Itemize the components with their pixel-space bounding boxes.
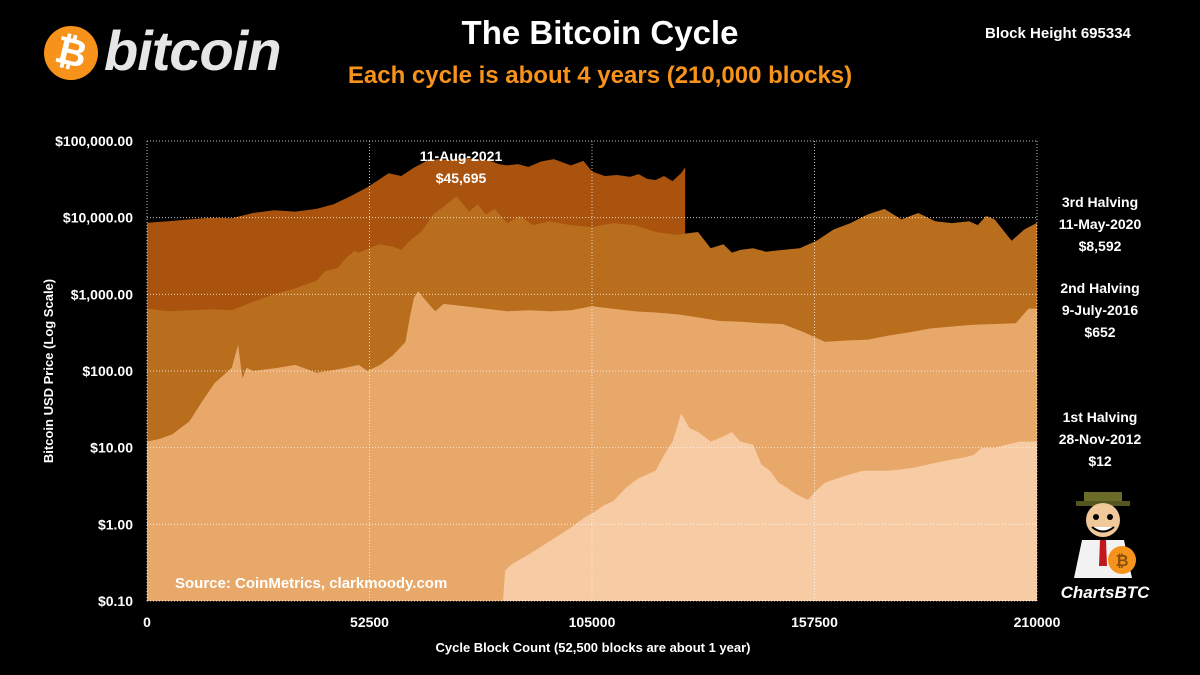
grid-layer bbox=[146, 140, 1038, 602]
bitcoin-logo: ₿ bitcoin bbox=[38, 19, 304, 86]
chart-title: The Bitcoin Cycle bbox=[461, 14, 739, 51]
halving-2-title: 2nd Halving bbox=[1060, 280, 1140, 296]
halving-3-annotation: 3rd Halving 11-May-2020 $8,592 bbox=[1040, 191, 1160, 257]
x-axis-label: Cycle Block Count (52,500 blocks are abo… bbox=[435, 640, 750, 655]
halving-2-price: $652 bbox=[1084, 324, 1116, 340]
svg-text:₿: ₿ bbox=[1115, 552, 1128, 570]
series-area-1 bbox=[147, 413, 1037, 601]
y-tick-label-3: $100.00 bbox=[82, 363, 133, 379]
y-tick-label-1: $1.00 bbox=[98, 516, 133, 532]
y-tick-label-4: $1,000.00 bbox=[71, 286, 133, 302]
x-tick-label-0: 0 bbox=[143, 614, 151, 630]
y-axis-label: Bitcoin USD Price (Log Scale) bbox=[41, 279, 56, 463]
ath-annotation: 11-Aug-2021 $45,695 bbox=[398, 145, 524, 189]
halving-2-date: 9-July-2016 bbox=[1061, 302, 1139, 318]
y-tick-label-5: $10,000.00 bbox=[63, 210, 133, 226]
block-height-readout: Block Height 695334 bbox=[985, 25, 1131, 42]
source-note: Source: CoinMetrics, clarkmoody.com bbox=[175, 575, 448, 592]
bitcoin-wordmark: bitcoin bbox=[104, 19, 282, 82]
y-tick-label-0: $0.10 bbox=[98, 593, 133, 609]
x-tick-label-2: 105000 bbox=[569, 614, 616, 630]
x-tick-label-4: 210000 bbox=[1014, 614, 1061, 630]
ath-date: 11-Aug-2021 bbox=[419, 148, 503, 164]
halving-1-annotation: 1st Halving 28-Nov-2012 $12 bbox=[1040, 406, 1160, 472]
y-tick-label-2: $10.00 bbox=[90, 440, 133, 456]
x-tick-label-3: 157500 bbox=[791, 614, 838, 630]
mascot-icon: ₿ bbox=[1074, 492, 1136, 578]
ath-price: $45,695 bbox=[435, 170, 487, 186]
halving-3-title: 3rd Halving bbox=[1061, 194, 1139, 210]
halving-1-price: $12 bbox=[1088, 453, 1112, 469]
axis-layer: $0.10 $1.00 $10.00 $100.00 $1,000.00 $10,000.… bbox=[41, 133, 1061, 655]
y-tick-label-6: $100,000.00 bbox=[55, 133, 133, 149]
halving-1-title: 1st Halving bbox=[1062, 409, 1138, 425]
halving-1-date: 28-Nov-2012 bbox=[1058, 431, 1142, 447]
halving-2-annotation: 2nd Halving 9-July-2016 $652 bbox=[1040, 277, 1160, 343]
halving-3-price: $8,592 bbox=[1078, 238, 1122, 254]
mascot-label: ChartsBTC bbox=[1060, 583, 1150, 602]
x-tick-label-1: 52500 bbox=[350, 614, 389, 630]
chart-subtitle: Each cycle is about 4 years (210,000 blo… bbox=[347, 62, 853, 89]
halving-3-date: 11-May-2020 bbox=[1058, 216, 1142, 232]
